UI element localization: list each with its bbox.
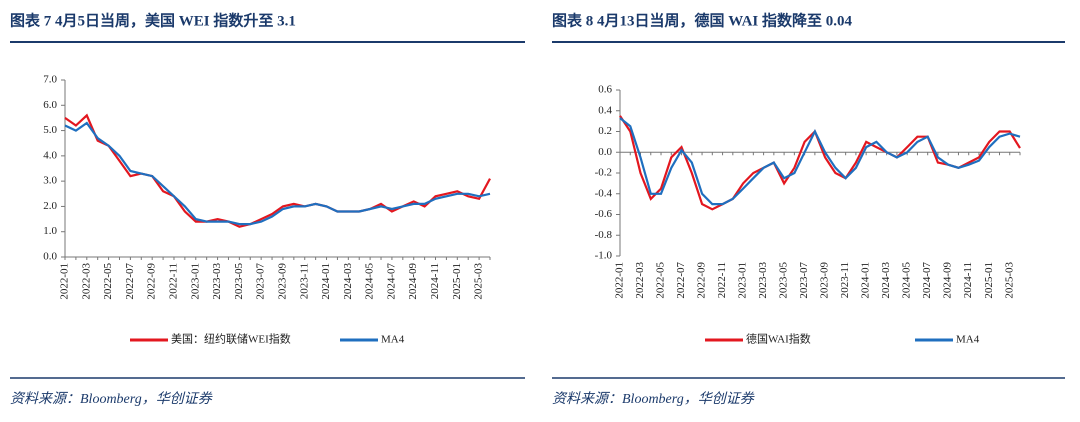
x-tick-label: 2024-03 — [880, 262, 892, 299]
x-tick-label: 2023-01 — [737, 262, 749, 299]
x-tick-label: 2023-03 — [757, 262, 769, 299]
x-tick-label: 2023-09 — [276, 263, 288, 300]
x-tick-label: 2024-07 — [921, 262, 933, 299]
x-tick-label: 2025-03 — [473, 263, 485, 300]
x-tick-label: 2022-11 — [168, 263, 180, 299]
x-tick-label: 2022-09 — [146, 263, 158, 300]
legend-label: MA4 — [956, 334, 980, 346]
y-tick-label: 0.4 — [598, 104, 612, 116]
x-tick-label: 2023-09 — [819, 262, 831, 299]
legend-label: 美国：纽约联储WEI指数 — [171, 332, 291, 346]
x-tick-label: 2025-01 — [983, 262, 995, 299]
y-tick-label: 2.0 — [43, 200, 57, 212]
source: 资料来源：Bloomberg，华创证券 — [552, 391, 755, 407]
y-tick-label: -0.2 — [595, 167, 612, 179]
y-tick-label: -1.0 — [595, 250, 613, 262]
x-tick-label: 2024-11 — [962, 262, 974, 298]
source: 资料来源：Bloomberg，华创证券 — [10, 391, 213, 407]
y-tick-label: 3.0 — [43, 175, 57, 187]
x-tick-label: 2022-01 — [614, 262, 626, 299]
y-tick-label: 5.0 — [43, 124, 57, 136]
x-tick-label: 2023-07 — [798, 262, 810, 299]
x-tick-label: 2023-07 — [255, 263, 267, 300]
x-tick-label: 2023-11 — [298, 263, 310, 299]
data-line — [619, 115, 1021, 211]
y-tick-label: 0.0 — [43, 251, 57, 263]
legend-label: 德国WAI指数 — [746, 332, 811, 346]
x-tick-label: 2023-01 — [189, 263, 201, 300]
x-tick-label: 2023-03 — [211, 263, 223, 300]
x-tick-label: 2023-05 — [778, 262, 790, 299]
figure-title: 图表 8 4月13日当周，德国 WAI 指数降至 0.04 — [552, 11, 853, 29]
y-tick-label: 7.0 — [43, 74, 57, 86]
y-tick-label: -0.6 — [595, 208, 613, 220]
x-tick-label: 2023-05 — [233, 263, 245, 300]
x-tick-label: 2025-03 — [1003, 262, 1015, 299]
x-tick-label: 2022-07 — [124, 263, 136, 300]
y-tick-label: 0.0 — [598, 146, 612, 158]
y-tick-label: 6.0 — [43, 99, 57, 111]
x-tick-label: 2022-07 — [675, 262, 687, 299]
y-tick-label: 0.6 — [598, 84, 612, 96]
y-tick-label: -0.8 — [595, 229, 613, 241]
x-tick-label: 2024-09 — [942, 262, 954, 299]
data-line — [619, 117, 1021, 206]
x-tick-label: 2022-01 — [59, 263, 71, 300]
x-tick-label: 2022-03 — [80, 263, 92, 300]
x-tick-label: 2024-07 — [385, 263, 397, 300]
y-tick-label: 4.0 — [43, 149, 57, 161]
data-line — [64, 121, 491, 226]
y-tick-label: 1.0 — [43, 225, 57, 237]
x-tick-label: 2022-05 — [102, 263, 114, 300]
y-tick-label: -0.4 — [595, 187, 613, 199]
x-tick-label: 2023-11 — [839, 262, 851, 298]
figure-title: 图表 7 4月5日当周，美国 WEI 指数升至 3.1 — [10, 11, 296, 29]
x-tick-label: 2024-03 — [342, 263, 354, 300]
x-tick-label: 2024-05 — [364, 263, 376, 300]
x-tick-label: 2022-05 — [655, 262, 667, 299]
x-tick-label: 2025-01 — [451, 263, 463, 300]
data-line — [64, 113, 491, 228]
x-tick-label: 2024-09 — [407, 263, 419, 300]
legend-label: MA4 — [381, 334, 405, 346]
x-tick-label: 2024-01 — [860, 262, 872, 299]
x-tick-label: 2022-03 — [634, 262, 646, 299]
x-tick-label: 2024-01 — [320, 263, 332, 300]
x-tick-label: 2024-11 — [429, 263, 441, 299]
y-tick-label: 0.2 — [598, 125, 612, 137]
x-tick-label: 2024-05 — [901, 262, 913, 299]
x-tick-label: 2022-11 — [716, 262, 728, 298]
x-tick-label: 2022-09 — [696, 262, 708, 299]
